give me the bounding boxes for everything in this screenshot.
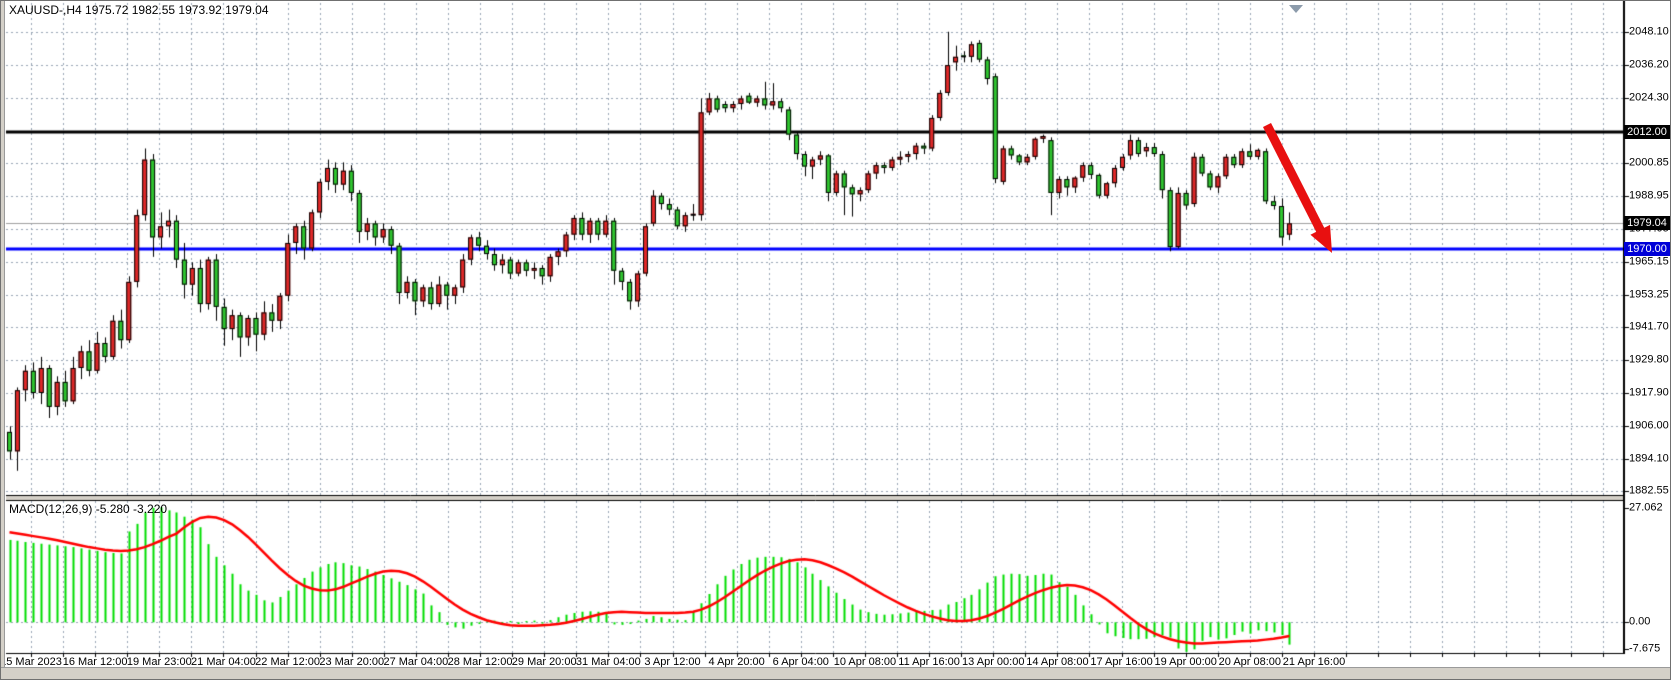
- chart-symbol-title: XAUUSD-,H4 1975.72 1982.55 1973.92 1979.…: [9, 3, 269, 17]
- time-axis-label: 17 Apr 16:00: [1090, 656, 1153, 668]
- time-axis-label: 29 Mar 20:00: [511, 656, 577, 668]
- price-axis-label: 1988.95: [1629, 189, 1669, 202]
- macd-axis-label: -7.675: [1629, 642, 1661, 655]
- time-axis-label: 6 Apr 04:00: [772, 656, 829, 668]
- window-left-frame: [1, 1, 5, 667]
- time-axis-label: 31 Mar 04:00: [575, 656, 641, 668]
- price-tag-1979.04: 1979.04: [1624, 216, 1670, 231]
- time-axis-label: 21 Apr 16:00: [1282, 656, 1346, 668]
- price-axis-label: 1894.10: [1629, 452, 1669, 465]
- macd-axis-label: 0.00: [1629, 615, 1651, 628]
- macd-axis-label: 27.062: [1629, 501, 1663, 514]
- time-axis-label: 22 Mar 12:00: [255, 656, 321, 668]
- chart-shift-triangle-icon[interactable]: [1289, 5, 1303, 13]
- price-axis-label: 1917.90: [1629, 386, 1669, 399]
- price-tag-1970.00: 1970.00: [1624, 241, 1670, 256]
- time-axis-label: 23 Mar 20:00: [319, 656, 385, 668]
- macd-indicator-label: MACD(12,26,9) -5.280 -3.220: [9, 502, 168, 516]
- time-axis-label: 14 Apr 08:00: [1026, 656, 1089, 668]
- time-axis-label: 15 Mar 2023: [0, 656, 62, 668]
- time-axis-label: 19 Apr 00:00: [1154, 656, 1217, 668]
- time-axis-label: 21 Mar 04:00: [191, 656, 256, 668]
- price-axis-label: 2000.85: [1629, 156, 1669, 169]
- time-axis-label: 16 Mar 12:00: [62, 656, 128, 668]
- price-axis-label: 1882.55: [1629, 484, 1669, 497]
- time-axis-label: 20 Apr 08:00: [1218, 656, 1282, 668]
- price-axis-label: 2024.30: [1629, 91, 1669, 104]
- time-axis-label: 27 Mar 04:00: [383, 656, 449, 668]
- price-axis-label: 1953.25: [1629, 288, 1669, 301]
- price-tag-2012.00: 2012.00: [1624, 124, 1670, 139]
- price-axis-label: 1965.15: [1629, 255, 1669, 268]
- price-axis-label: 2048.10: [1629, 25, 1669, 37]
- time-axis-label: 19 Mar 23:00: [126, 656, 192, 668]
- price-axis-label: 1929.80: [1629, 353, 1669, 366]
- price-axis-label: 2036.20: [1629, 58, 1669, 71]
- time-axis-label: 28 Mar 12:00: [447, 656, 513, 668]
- price-axis-label: 1941.70: [1629, 320, 1669, 333]
- time-axis-label: 13 Apr 00:00: [962, 656, 1025, 668]
- time-axis-label: 11 Apr 16:00: [898, 656, 960, 668]
- time-axis-label: 3 Apr 12:00: [644, 656, 701, 668]
- time-axis-label: 4 Apr 20:00: [708, 656, 765, 668]
- window-bottom-strip: [1, 667, 1670, 679]
- price-axis-label: 1906.00: [1629, 419, 1669, 432]
- time-axis-label: 10 Apr 08:00: [833, 656, 897, 668]
